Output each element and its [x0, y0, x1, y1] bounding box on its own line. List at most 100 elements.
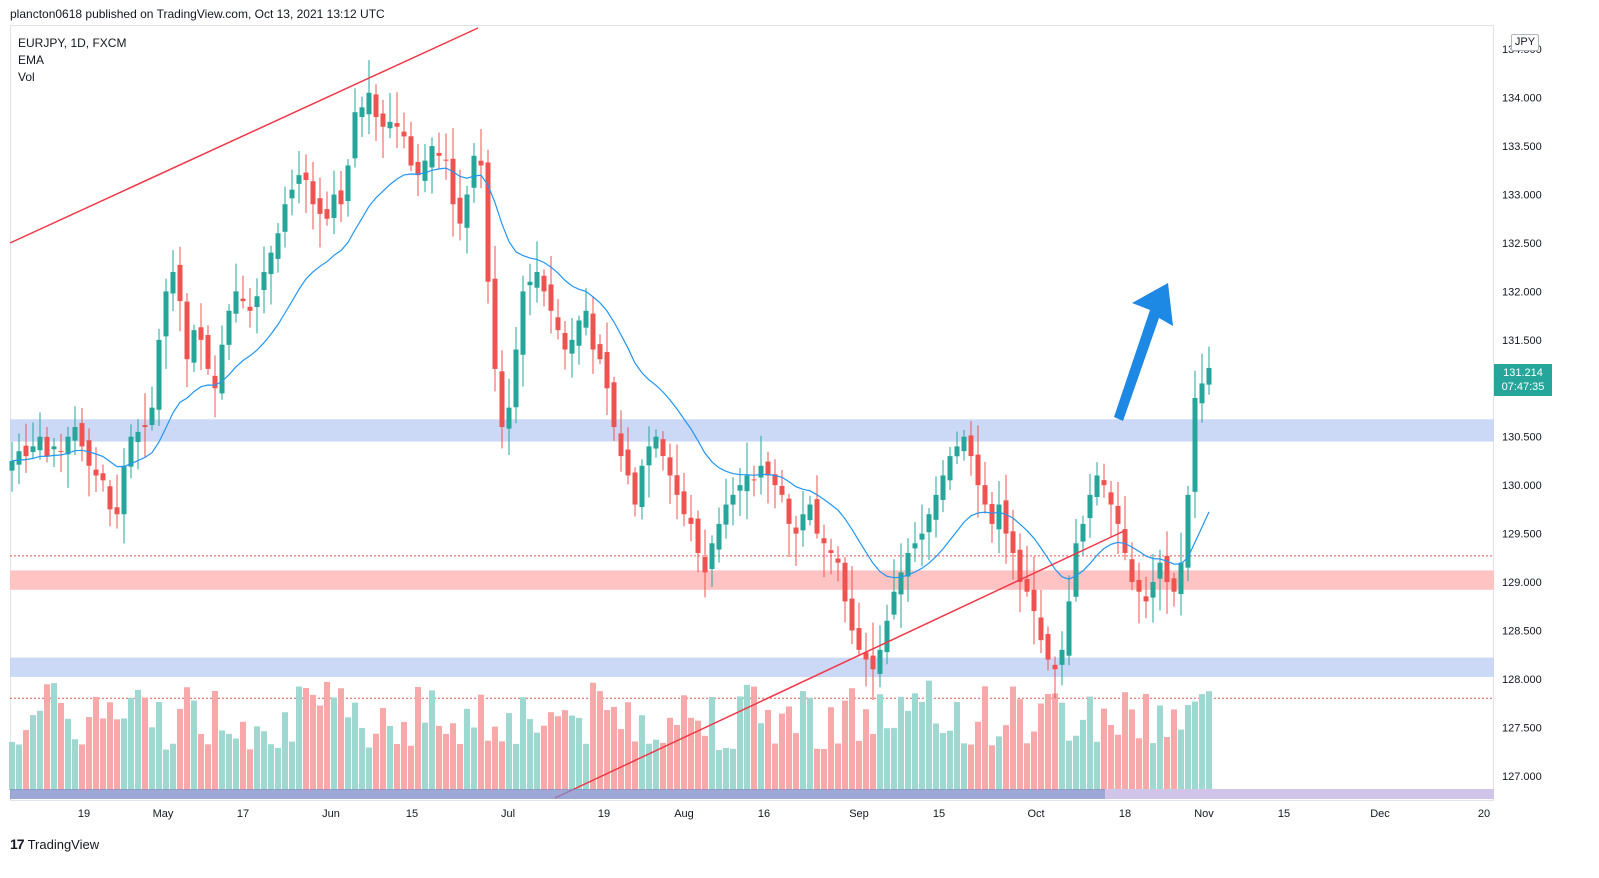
- volume-bar: [296, 686, 302, 790]
- volume-bar: [982, 686, 988, 790]
- candle-body: [975, 454, 981, 486]
- candle-body: [296, 175, 302, 184]
- legend-symbol[interactable]: EURJPY, 1D, FXCM: [18, 36, 127, 50]
- chart-frame[interactable]: [10, 25, 1494, 801]
- x-tick-label: 20: [1478, 808, 1490, 820]
- volume-bar: [891, 727, 897, 790]
- volume-bar: [492, 726, 498, 790]
- candle-body: [947, 456, 953, 481]
- chart-legend: EURJPY, 1D, FXCM EMA Vol: [18, 35, 126, 86]
- volume-bar: [345, 717, 351, 790]
- candle-body: [394, 123, 400, 127]
- candle-body: [471, 155, 477, 188]
- candle-body: [1143, 596, 1149, 602]
- volume-bar: [1080, 719, 1086, 790]
- candle-body: [464, 194, 470, 228]
- x-tick-label: 16: [758, 808, 770, 820]
- volume-bar: [583, 743, 589, 790]
- legend-vol[interactable]: Vol: [18, 70, 35, 84]
- candle-body: [429, 146, 435, 168]
- volume-bar: [793, 733, 799, 790]
- volume-bar: [688, 717, 694, 790]
- candle-body: [1038, 617, 1044, 641]
- volume-bar: [72, 739, 78, 790]
- volume-bar: [352, 702, 358, 790]
- candle-body: [212, 375, 218, 389]
- candle-body: [303, 172, 309, 180]
- y-tick-label: 134.000: [1502, 93, 1542, 105]
- y-tick-label: 128.500: [1502, 625, 1542, 637]
- volume-bar: [618, 729, 624, 790]
- volume-bar: [940, 733, 946, 790]
- volume-bar: [240, 721, 246, 790]
- volume-bar: [1031, 731, 1037, 790]
- upper-trendline: [9, 27, 479, 244]
- candle-body: [1031, 589, 1037, 612]
- volume-bar: [443, 733, 449, 790]
- volume-bar: [1157, 705, 1163, 790]
- candle-body: [1178, 562, 1184, 595]
- candle-body: [79, 423, 85, 447]
- volume-bar: [366, 747, 372, 790]
- candle-body: [751, 479, 757, 481]
- x-tick-label: May: [153, 808, 174, 820]
- x-tick-label: Jul: [501, 808, 515, 820]
- volume-bar: [681, 695, 687, 790]
- candle-body: [44, 436, 50, 457]
- y-tick-label: 132.500: [1502, 238, 1542, 250]
- candle-body: [345, 165, 351, 201]
- candle-body: [478, 160, 484, 166]
- candle-body: [982, 485, 988, 505]
- currency-badge[interactable]: JPY: [1511, 34, 1539, 51]
- volume-bar: [9, 741, 15, 790]
- candle-body: [16, 451, 22, 465]
- candle-body: [548, 284, 554, 311]
- candle-body: [919, 533, 925, 540]
- volume-bar: [1115, 734, 1121, 790]
- candle-body: [1003, 500, 1009, 534]
- candle-body: [786, 498, 792, 524]
- footer-brand[interactable]: 17 TradingView: [10, 836, 99, 852]
- volume-bar: [1192, 701, 1198, 790]
- volume-bar: [1024, 743, 1030, 790]
- volume-bar: [597, 691, 603, 790]
- candle-body: [107, 486, 113, 510]
- candle-body: [1157, 562, 1163, 579]
- candle-body: [765, 461, 771, 476]
- volume-bar: [1129, 709, 1135, 790]
- volume-bar: [1052, 693, 1058, 790]
- y-tick-label: 128.000: [1502, 674, 1542, 686]
- candle-body: [541, 275, 547, 292]
- volume-bar: [16, 744, 22, 790]
- volume-bar: [751, 686, 757, 790]
- volume-bar: [205, 744, 211, 790]
- legend-ema[interactable]: EMA: [18, 53, 45, 67]
- candle-body: [156, 339, 162, 410]
- x-tick-label: 15: [1278, 808, 1290, 820]
- candle-body: [268, 252, 274, 275]
- candle-body: [730, 494, 736, 505]
- candle-body: [632, 472, 638, 505]
- candle-body: [457, 197, 463, 224]
- candle-body: [597, 344, 603, 360]
- volume-bar: [604, 710, 610, 790]
- candles-layer: [9, 60, 1212, 701]
- candle-body: [72, 427, 78, 441]
- publisher-line: plancton0618 published on TradingView.co…: [10, 7, 385, 21]
- candle-body: [723, 504, 729, 525]
- volume-bar: [534, 732, 540, 790]
- candle-body: [639, 465, 645, 508]
- volume-bar: [968, 744, 974, 790]
- x-tick-label: 17: [237, 808, 249, 820]
- candle-body: [205, 335, 211, 369]
- candle-body: [989, 504, 995, 524]
- volume-bar: [660, 742, 666, 790]
- candle-body: [926, 514, 932, 533]
- candle-body: [373, 94, 379, 118]
- volume-bar: [100, 718, 106, 790]
- volume-bar: [1087, 696, 1093, 790]
- volume-bar: [261, 731, 267, 790]
- candle-body: [492, 278, 498, 369]
- y-tick-label: 129.500: [1502, 529, 1542, 541]
